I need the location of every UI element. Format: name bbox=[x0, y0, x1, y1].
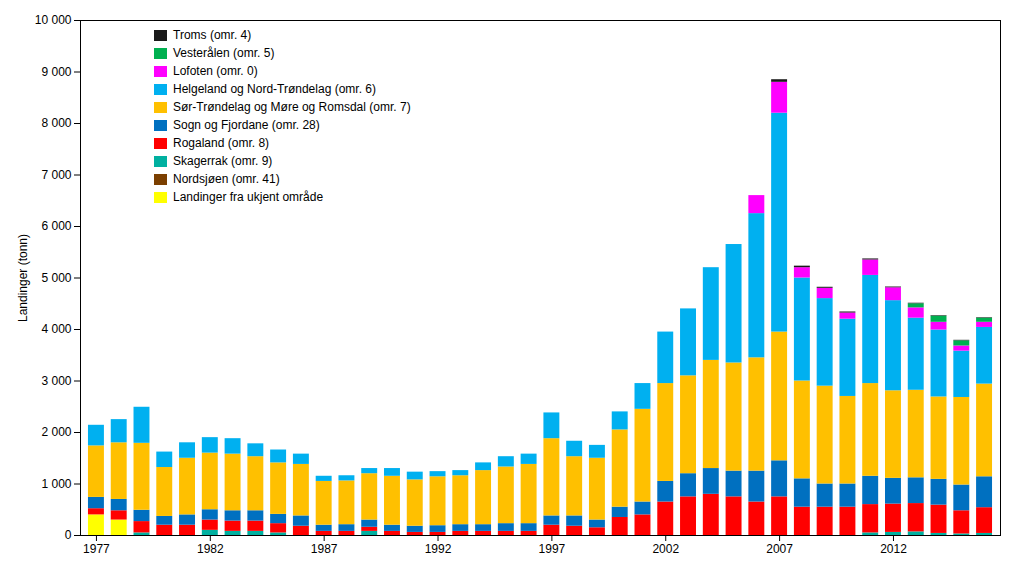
svg-text:5 000: 5 000 bbox=[41, 271, 71, 285]
svg-text:Landinger (tonn): Landinger (tonn) bbox=[16, 234, 30, 322]
html-text:Sør-Trøndelag og Møre og Romsd: Sør-Trøndelag og Møre og Romsdal (omr. 7… bbox=[173, 100, 411, 114]
svg-text:2002: 2002 bbox=[652, 542, 679, 556]
svg-text:1987: 1987 bbox=[311, 542, 338, 556]
svg-text:8 000: 8 000 bbox=[41, 116, 71, 130]
svg-text:10 000: 10 000 bbox=[35, 13, 72, 27]
svg-text:2007: 2007 bbox=[766, 542, 793, 556]
svg-text:7 000: 7 000 bbox=[41, 168, 71, 182]
svg-text:2 000: 2 000 bbox=[41, 425, 71, 439]
svg-text:1 000: 1 000 bbox=[41, 477, 71, 491]
html-text:Sogn og Fjordane (omr. 28): Sogn og Fjordane (omr. 28) bbox=[173, 118, 320, 132]
html-text:Troms (omr. 4): Troms (omr. 4) bbox=[173, 28, 252, 42]
html-text:Vesterålen (omr. 5): Vesterålen (omr. 5) bbox=[173, 46, 275, 60]
html-text:Lofoten (omr. 0): Lofoten (omr. 0) bbox=[173, 64, 258, 78]
html-text:Skagerrak (omr. 9): Skagerrak (omr. 9) bbox=[173, 154, 273, 168]
svg-text:9 000: 9 000 bbox=[41, 65, 71, 79]
svg-text:6 000: 6 000 bbox=[41, 219, 71, 233]
svg-text:1982: 1982 bbox=[197, 542, 224, 556]
html-text:Landinger fra ukjent område: Landinger fra ukjent område bbox=[173, 190, 324, 204]
html-text:Helgeland og Nord-Trøndelag (o: Helgeland og Nord-Trøndelag (omr. 6) bbox=[173, 82, 376, 96]
svg-text:1997: 1997 bbox=[539, 542, 566, 556]
svg-text:0: 0 bbox=[65, 528, 72, 542]
svg-text:3 000: 3 000 bbox=[41, 374, 71, 388]
svg-text:2012: 2012 bbox=[880, 542, 907, 556]
html-text:Nordsjøen (omr. 41): Nordsjøen (omr. 41) bbox=[173, 172, 280, 186]
svg-text:1992: 1992 bbox=[425, 542, 452, 556]
html-text:Rogaland (omr. 8): Rogaland (omr. 8) bbox=[173, 136, 269, 150]
svg-text:4 000: 4 000 bbox=[41, 322, 71, 336]
svg-text:1977: 1977 bbox=[83, 542, 110, 556]
